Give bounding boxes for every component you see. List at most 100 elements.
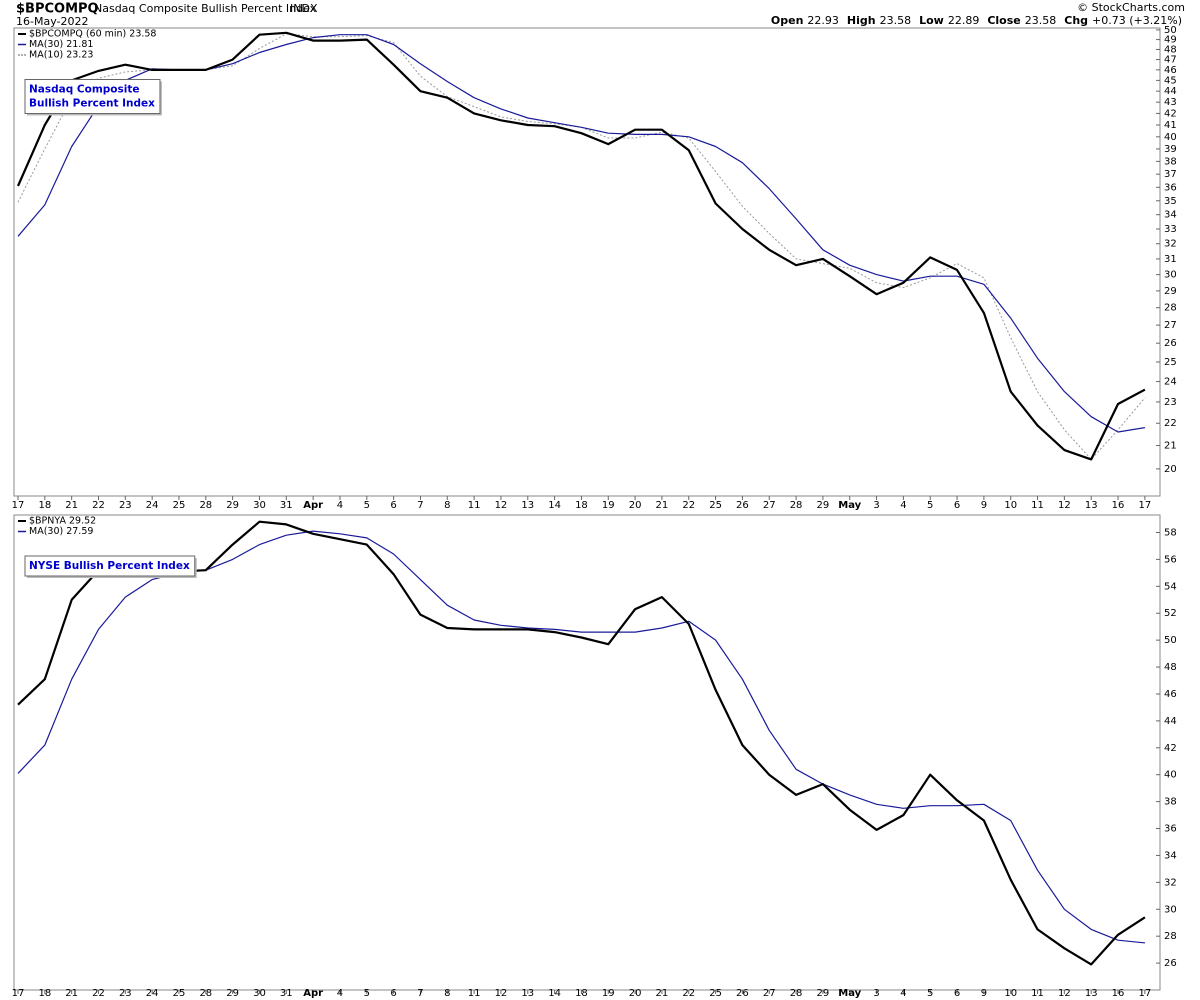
exchange: INDX — [290, 2, 318, 15]
x-tick-label: 14 — [548, 988, 561, 999]
y-tick-label: 34 — [1164, 210, 1177, 221]
x-tick-label: 27 — [763, 500, 776, 511]
x-tick-label: 19 — [602, 988, 615, 999]
x-tick-label: 28 — [199, 500, 212, 511]
annotation-text: NYSE Bullish Percent Index — [29, 560, 190, 572]
x-tick-label: 28 — [790, 500, 803, 511]
annotation-text: Bullish Percent Index — [29, 98, 155, 110]
change-value: +0.73 (+3.21%) — [1092, 14, 1182, 27]
x-tick-label: 7 — [417, 988, 423, 999]
y-tick-label: 32 — [1164, 239, 1177, 250]
x-tick-label: Apr — [303, 988, 323, 999]
ohlc-label: Low — [919, 14, 944, 27]
x-tick-label: 23 — [119, 500, 132, 511]
symbol: $BPCOMPQ — [16, 2, 99, 17]
x-tick-label: 18 — [38, 988, 51, 999]
x-tick-label: 23 — [119, 988, 132, 999]
x-tick-label: 9 — [981, 988, 987, 999]
x-tick-label: 31 — [280, 500, 293, 511]
y-tick-label: 27 — [1164, 320, 1177, 331]
legend-label: $BPCOMPQ (60 min) 23.58 — [29, 29, 156, 40]
x-tick-label: 11 — [468, 988, 481, 999]
x-tick-label: 18 — [575, 500, 588, 511]
y-tick-label: 29 — [1164, 286, 1177, 297]
legend-label: $BPNYA 29.52 — [29, 516, 96, 527]
x-tick-label: 22 — [682, 500, 695, 511]
ohlc-summary: Open 22.93 High 23.58 Low 22.89 Close 23.58 Chg +… — [771, 14, 1182, 27]
x-tick-label: 10 — [1004, 988, 1017, 999]
x-tick-label: 28 — [790, 988, 803, 999]
ohlc-label: Open — [771, 14, 804, 27]
annotation: Nasdaq Composite Bullish Percent Index — [24, 79, 162, 116]
y-tick-label: 26 — [1164, 958, 1177, 969]
ohlc-value: 23.58 — [1025, 14, 1057, 27]
y-tick-label: 40 — [1164, 770, 1177, 781]
y-tick-label: 20 — [1164, 464, 1177, 475]
y-tick-label: 52 — [1164, 608, 1177, 619]
plot-frame — [13, 514, 1161, 991]
x-tick-label: 11 — [1031, 500, 1044, 511]
y-tick-label: 36 — [1164, 182, 1177, 193]
x-tick-label: 6 — [954, 988, 960, 999]
y-tick-label: 22 — [1164, 418, 1177, 429]
credit: © StockCharts.com — [1077, 1, 1185, 14]
x-tick-label: 12 — [1058, 500, 1071, 511]
x-tick-label: 29 — [817, 988, 830, 999]
y-tick-label: 58 — [1164, 527, 1177, 538]
x-tick-label: 19 — [602, 500, 615, 511]
x-tick-label: 5 — [364, 988, 370, 999]
y-tick-label: 46 — [1164, 65, 1177, 76]
y-tick-label: 50 — [1164, 635, 1177, 646]
x-tick-label: 18 — [575, 988, 588, 999]
y-tick-label: 26 — [1164, 338, 1177, 349]
legend-label: MA(10) 23.23 — [29, 50, 93, 61]
x-tick-label: 17 — [12, 500, 25, 511]
y-tick-label: 46 — [1164, 689, 1177, 700]
y-tick-label: 25 — [1164, 357, 1177, 368]
x-tick-label: 26 — [736, 500, 749, 511]
x-tick-label: 8 — [444, 500, 450, 511]
y-tick-label: 35 — [1164, 196, 1177, 207]
x-tick-label: 30 — [253, 500, 266, 511]
x-tick-label: 21 — [656, 988, 669, 999]
date: 16-May-2022 — [16, 15, 88, 28]
y-tick-label: 42 — [1164, 108, 1177, 119]
x-tick-label: 20 — [629, 988, 642, 999]
y-tick-label: 28 — [1164, 303, 1177, 314]
y-tick-label: 23 — [1164, 397, 1177, 408]
y-tick-label: 34 — [1164, 850, 1177, 861]
y-tick-label: 31 — [1164, 254, 1177, 265]
x-tick-label: 4 — [337, 500, 343, 511]
y-tick-label: 38 — [1164, 156, 1177, 167]
y-tick-label: 44 — [1164, 86, 1177, 97]
x-tick-label: 7 — [417, 500, 423, 511]
y-tick-label: 37 — [1164, 169, 1177, 180]
x-tick-label: 13 — [1085, 500, 1098, 511]
annotation-box — [24, 555, 196, 577]
x-tick-label: 26 — [736, 988, 749, 999]
index-title: Nasdaq Composite Bullish Percent Index — [94, 2, 317, 15]
y-tick-label: 47 — [1164, 55, 1177, 66]
y-tick-label: 38 — [1164, 797, 1177, 808]
y-tick-label: 48 — [1164, 662, 1177, 673]
x-tick-label: 12 — [495, 988, 508, 999]
y-tick-label: 49 — [1164, 35, 1177, 46]
x-tick-label: May — [838, 988, 861, 999]
x-tick-label: 9 — [981, 500, 987, 511]
x-tick-label: 27 — [763, 988, 776, 999]
y-tick-label: 48 — [1164, 44, 1177, 55]
x-tick-label: 21 — [656, 500, 669, 511]
y-tick-label: 43 — [1164, 97, 1177, 108]
x-tick-label: 12 — [1058, 988, 1071, 999]
series-line — [16, 31, 1146, 461]
y-tick-label: 39 — [1164, 144, 1177, 155]
x-tick-label: 6 — [390, 500, 396, 511]
x-tick-label: 11 — [468, 500, 481, 511]
ohlc-value: 23.58 — [880, 14, 912, 27]
x-tick-label: 25 — [173, 500, 186, 511]
x-tick-label: 6 — [390, 988, 396, 999]
x-tick-label: 28 — [199, 988, 212, 999]
x-tick-label: 22 — [92, 988, 105, 999]
x-tick-label: 4 — [337, 988, 343, 999]
x-tick-label: 31 — [280, 988, 293, 999]
